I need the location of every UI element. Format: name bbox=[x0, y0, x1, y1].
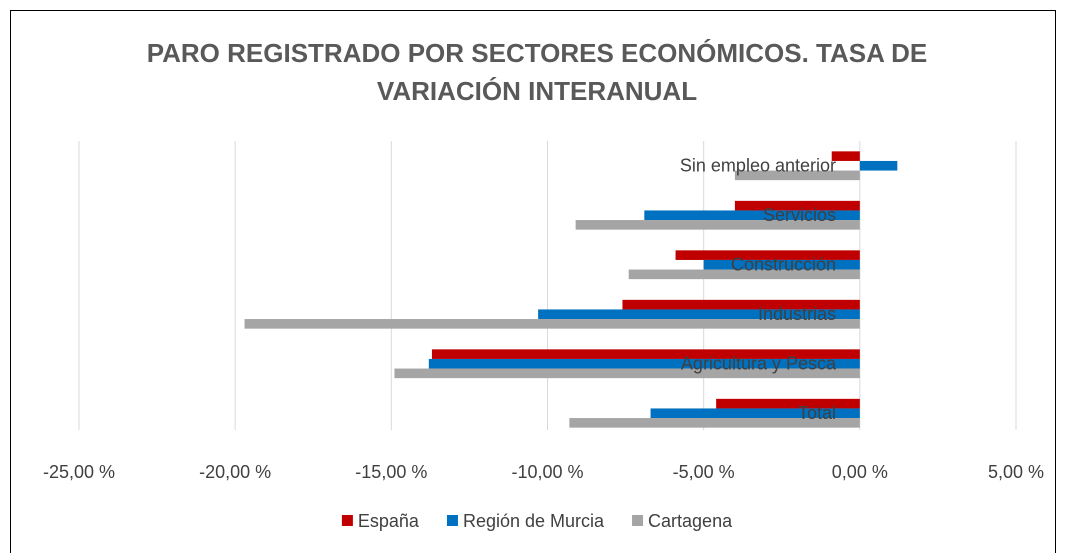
bar bbox=[394, 368, 860, 379]
bar bbox=[716, 398, 860, 409]
bar bbox=[538, 309, 860, 320]
x-tick-label: -5,00 % bbox=[673, 462, 735, 482]
x-tick-label: -15,00 % bbox=[355, 462, 427, 482]
category-label: Agricultura y Pesca bbox=[681, 354, 837, 374]
category-label: Sin empleo anterior bbox=[680, 156, 836, 176]
chart-title: PARO REGISTRADO POR SECTORES ECONÓMICOS.… bbox=[146, 38, 928, 106]
bar bbox=[644, 210, 860, 221]
legend-swatch bbox=[632, 515, 644, 526]
category-label: Industrias bbox=[758, 304, 836, 324]
bar bbox=[831, 151, 860, 161]
category-label: Total bbox=[798, 403, 836, 423]
bar bbox=[650, 408, 860, 419]
bar bbox=[244, 319, 860, 329]
x-tick-label: -20,00 % bbox=[199, 462, 271, 482]
x-tick-label: 5,00 % bbox=[988, 462, 1044, 482]
legend-swatch bbox=[341, 515, 353, 526]
bar bbox=[431, 349, 860, 359]
legend-swatch bbox=[446, 515, 458, 526]
bar bbox=[628, 269, 860, 280]
bar bbox=[734, 200, 860, 211]
category-label: Servicios bbox=[763, 205, 836, 225]
bar bbox=[622, 299, 860, 310]
x-tick-label: 0,00 % bbox=[832, 462, 888, 482]
bar bbox=[734, 170, 860, 181]
chart-border bbox=[10, 10, 1056, 553]
bar bbox=[428, 358, 860, 369]
legend-label: Región de Murcia bbox=[463, 511, 605, 531]
bar bbox=[675, 250, 860, 260]
category-label: Construcción bbox=[731, 255, 836, 275]
legend-label: España bbox=[358, 511, 420, 531]
x-tick-label: -25,00 % bbox=[43, 462, 115, 482]
bar bbox=[859, 160, 898, 171]
bar bbox=[575, 220, 860, 230]
bar bbox=[569, 418, 860, 428]
legend-label: Cartagena bbox=[648, 511, 733, 531]
x-tick-label: -10,00 % bbox=[511, 462, 583, 482]
bar bbox=[703, 259, 860, 270]
